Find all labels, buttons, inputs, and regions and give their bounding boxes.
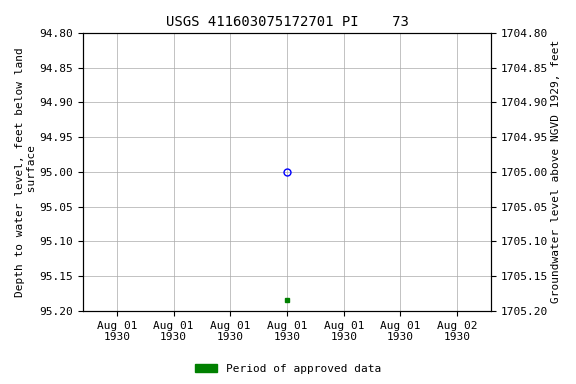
Y-axis label: Depth to water level, feet below land
 surface: Depth to water level, feet below land su… (15, 47, 37, 297)
Legend: Period of approved data: Period of approved data (191, 359, 385, 379)
Title: USGS 411603075172701 PI    73: USGS 411603075172701 PI 73 (166, 15, 408, 29)
Y-axis label: Groundwater level above NGVD 1929, feet: Groundwater level above NGVD 1929, feet (551, 40, 561, 303)
